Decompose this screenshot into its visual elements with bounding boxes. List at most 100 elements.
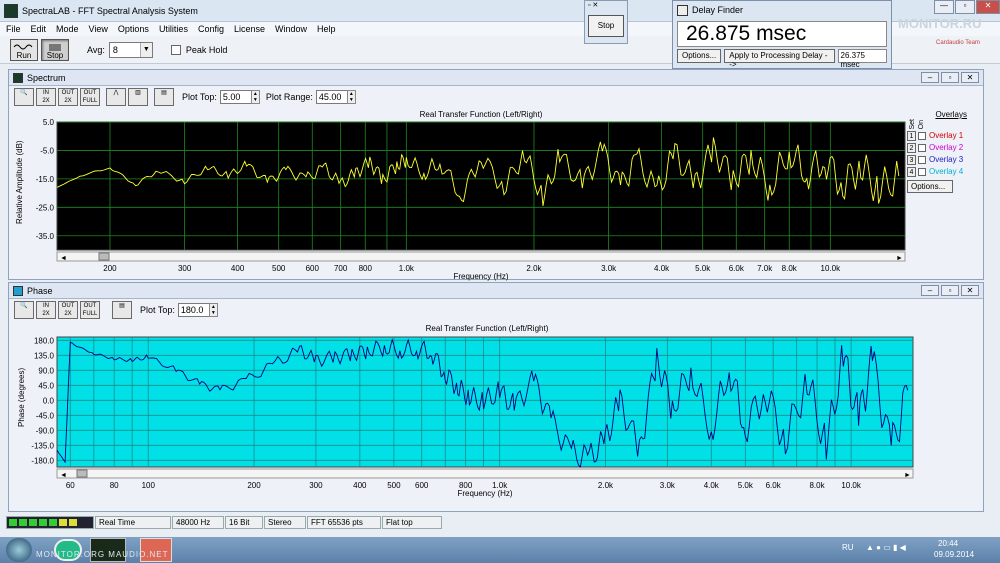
x-tick-label: 2.0k (526, 264, 542, 273)
phase-table-icon[interactable]: ▤ (112, 301, 132, 319)
menu-mode[interactable]: Mode (56, 24, 79, 34)
x-tick-label: 10.0k (821, 264, 842, 273)
plot-range-input[interactable]: 45.00 ▲ ▼ (315, 90, 356, 104)
overlay-set-button-4[interactable]: 4 (907, 166, 916, 177)
phase-zoom-out-2x-icon[interactable]: OUT 2X (58, 301, 78, 319)
close-icon[interactable]: ✕ (976, 0, 1000, 14)
status-fft-size: FFT 65536 pts (307, 516, 381, 529)
spectrum-titlebar: Spectrum – ▫ ✕ (9, 70, 983, 86)
phase-plot-top-input[interactable]: 180.0 ▲ ▼ (177, 303, 218, 317)
menu-edit[interactable]: Edit (30, 24, 47, 34)
spin-arrows-icon[interactable]: ▲ ▼ (250, 90, 260, 104)
x-tick-label: 6.0k (766, 481, 782, 490)
apply-delay-button[interactable]: Apply to Processing Delay --> (724, 49, 835, 69)
plot-area (56, 121, 906, 251)
delay-field[interactable]: 26.375 msec (837, 49, 887, 69)
plot-top-input[interactable]: 5.00 ▲ ▼ (219, 90, 260, 104)
x-tick-label: 60 (66, 481, 75, 490)
x-tick-label: 3.0k (601, 264, 617, 273)
spin-arrows-icon[interactable]: ▲ ▼ (346, 90, 356, 104)
zoom-icon[interactable]: 🔍 (14, 88, 34, 106)
phase-minimize-icon[interactable]: – (921, 285, 939, 296)
phase-zoom-in-2x-icon[interactable]: IN 2X (36, 301, 56, 319)
x-tick-label: 3.0k (660, 481, 676, 490)
status-sample-rate: 48000 Hz (172, 516, 224, 529)
x-tick-label: 4.0k (654, 264, 670, 273)
chevron-down-icon: ▼ (139, 42, 152, 57)
peak-hold-checkbox[interactable] (170, 44, 181, 55)
phase-plot-top-label: Plot Top: (140, 305, 175, 315)
menu-config[interactable]: Config (197, 24, 224, 34)
spectrum-minimize-icon[interactable]: – (921, 72, 939, 83)
phase-chart-title: Real Transfer Function (Left/Right) (425, 324, 549, 333)
menu-license[interactable]: License (233, 24, 265, 34)
menu-help[interactable]: Help (317, 24, 336, 34)
delay-options-button[interactable]: Options... (677, 49, 722, 63)
data-series-line (56, 137, 900, 206)
avg-value: 8 (112, 44, 118, 55)
x-tick-label: 8.0k (809, 481, 825, 490)
delay-finder-window: Delay Finder 26.875 msec Options... Appl… (672, 0, 892, 69)
x-tick-label: 600 (415, 481, 429, 490)
x-tick-label: 5.0k (695, 264, 711, 273)
overlay-checkbox-2[interactable] (918, 143, 926, 152)
overlay-checkbox-1[interactable] (918, 131, 926, 140)
overlay-set-button-2[interactable]: 2 (907, 142, 916, 153)
avg-select[interactable]: 8 ▼ (108, 41, 153, 58)
taskbar-spectralab-icon[interactable] (90, 538, 126, 562)
spectrum-restore-icon[interactable]: ▫ (941, 72, 959, 83)
phase-zoom-icon[interactable]: 🔍 (14, 301, 34, 319)
phase-restore-icon[interactable]: ▫ (941, 285, 959, 296)
maximize-icon[interactable]: ▫ (955, 0, 975, 14)
overlay-checkbox-4[interactable] (918, 167, 926, 176)
minimize-icon[interactable]: — (934, 0, 954, 14)
x-tick-label: 700 (334, 264, 348, 273)
phase-close-icon[interactable]: ✕ (961, 285, 979, 296)
zoom-in-2x-icon[interactable]: IN 2X (36, 88, 56, 106)
x-tick-label: 8.0k (782, 264, 798, 273)
spectrum-close-icon[interactable]: ✕ (961, 72, 979, 83)
overlay-options-button[interactable]: Options... (907, 179, 953, 193)
data-series-line (56, 338, 909, 468)
overlay-set-button-1[interactable]: 1 (907, 130, 916, 141)
x-tick-label: 300 (309, 481, 323, 490)
bar-plot-icon[interactable]: ▥ (128, 88, 148, 106)
zoom-out-full-icon[interactable]: OUT FULL (80, 88, 100, 106)
menu-window[interactable]: Window (275, 24, 308, 34)
menu-utilities[interactable]: Utilities (158, 24, 188, 34)
clock-date[interactable]: 09.09.2014 (934, 550, 975, 559)
stop-button[interactable]: Stop (41, 38, 69, 61)
menu-file[interactable]: File (6, 24, 21, 34)
menu-options[interactable]: Options (117, 24, 149, 34)
taskbar-app-icon[interactable] (54, 539, 82, 561)
overlay-checkbox-3[interactable] (918, 155, 926, 164)
spectrum-chart[interactable]: 5.0 -5.0 -15.0 -25.0 -35.0 ◄ ► 200 300 400 500 600 7… (9, 70, 985, 281)
tray-icons[interactable]: ▲ ● ▭ ▮ ◀ (866, 543, 906, 552)
menu-view[interactable]: View (88, 24, 108, 34)
language-indicator[interactable]: RU (842, 543, 854, 552)
x-tick-label: 600 (306, 264, 320, 273)
overlay-on-label: On (918, 119, 925, 129)
phase-zoom-out-full-icon[interactable]: OUT FULL (80, 301, 100, 319)
level-meter (6, 516, 94, 529)
stop-dialog-button[interactable]: Stop (588, 15, 624, 37)
taskbar-app2-icon[interactable] (140, 538, 172, 562)
app-title: SpectraLAB - FFT Spectral Analysis Syste… (22, 5, 198, 16)
spin-arrows-icon[interactable]: ▲ ▼ (208, 303, 218, 317)
line-plot-icon[interactable]: ⋀ (106, 88, 126, 106)
zoom-out-2x-icon[interactable]: OUT 2X (58, 88, 78, 106)
phase-chart[interactable]: 180.0 135.0 90.0 45.0 0.0 -45.0 -90.0 -135.0 -18… (9, 283, 985, 513)
scroll-left-arrow-icon: ◄ (60, 255, 67, 262)
run-button-label: Run (16, 50, 32, 60)
status-channels: Stereo (264, 516, 306, 529)
overlay-row-2: 2 Overlay 2 (907, 142, 983, 154)
start-button-icon[interactable] (6, 538, 32, 562)
x-tick-label: 200 (103, 264, 117, 273)
overlay-set-button-3[interactable]: 3 (907, 154, 916, 165)
table-icon[interactable]: ▤ (154, 88, 174, 106)
avg-label: Avg: (87, 44, 105, 55)
taskbar: MONITOR.ORG MAUDIO.NET RU ▲ ● ▭ ▮ ◀ 20:4… (0, 537, 1000, 563)
clock-time[interactable]: 20:44 (938, 539, 959, 548)
x-axis-label: Frequency (Hz) (457, 489, 512, 498)
run-button[interactable]: Run (10, 38, 38, 61)
